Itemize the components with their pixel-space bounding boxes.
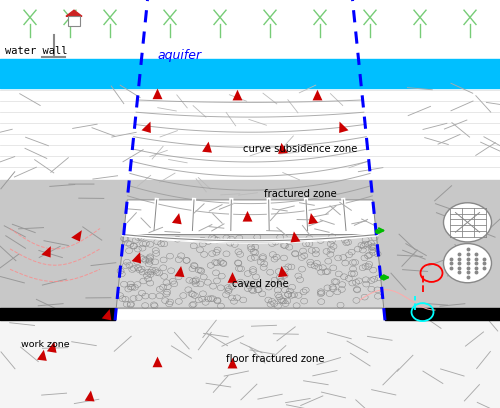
- Text: work zone: work zone: [20, 340, 70, 349]
- Polygon shape: [68, 16, 80, 26]
- Polygon shape: [124, 200, 376, 235]
- Polygon shape: [71, 230, 82, 242]
- Text: floor fractured zone: floor fractured zone: [226, 354, 324, 364]
- Polygon shape: [42, 246, 51, 257]
- Text: water wall: water wall: [5, 46, 68, 56]
- Text: aquifer: aquifer: [158, 49, 202, 62]
- Polygon shape: [152, 357, 162, 367]
- Polygon shape: [242, 211, 252, 222]
- Polygon shape: [116, 235, 384, 308]
- Polygon shape: [142, 122, 151, 133]
- Polygon shape: [174, 266, 184, 277]
- Polygon shape: [339, 122, 348, 133]
- Polygon shape: [66, 10, 82, 16]
- Polygon shape: [132, 252, 141, 264]
- Polygon shape: [308, 213, 318, 224]
- Polygon shape: [228, 272, 237, 283]
- Circle shape: [444, 244, 492, 283]
- Circle shape: [444, 203, 492, 242]
- Text: fractured zone: fractured zone: [264, 189, 336, 199]
- Polygon shape: [232, 90, 242, 100]
- Polygon shape: [84, 390, 94, 401]
- Polygon shape: [278, 266, 288, 277]
- Polygon shape: [37, 350, 47, 361]
- Polygon shape: [172, 213, 182, 224]
- Polygon shape: [10, 308, 45, 320]
- Text: curve subsidence zone: curve subsidence zone: [243, 144, 357, 154]
- Polygon shape: [312, 90, 322, 100]
- Polygon shape: [202, 142, 212, 153]
- Polygon shape: [290, 231, 300, 242]
- Polygon shape: [278, 143, 288, 154]
- Polygon shape: [152, 89, 162, 99]
- Polygon shape: [228, 358, 237, 368]
- Text: caved zone: caved zone: [232, 279, 288, 288]
- Polygon shape: [102, 309, 112, 320]
- Polygon shape: [47, 341, 56, 353]
